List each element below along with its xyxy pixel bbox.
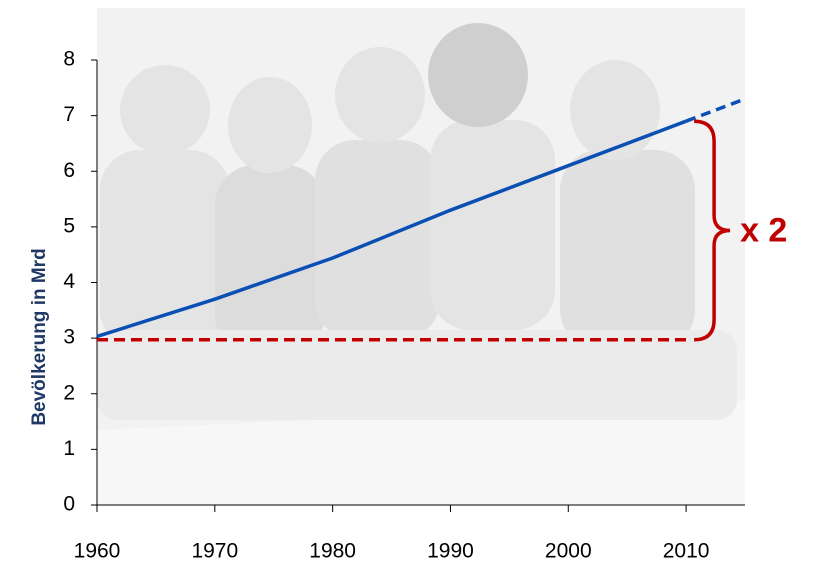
line-series (96, 119, 687, 339)
x-tick-label: 2010 (663, 540, 710, 563)
y-tick-label: 8 (63, 48, 75, 71)
y-tick-label: 0 (63, 493, 75, 516)
x-tick-label: 1990 (427, 540, 474, 563)
x-tick-label: 1970 (191, 540, 238, 563)
y-tick-label: 4 (63, 270, 75, 293)
x-tick-label: 1980 (309, 540, 356, 563)
y-tick-label: 2 (63, 381, 75, 404)
y-axis-label: Bevölkerung in Mrd (29, 248, 50, 425)
y-tick-label: 6 (63, 159, 75, 182)
x-tick-label: 1960 (74, 540, 121, 563)
y-tick-label: 7 (63, 103, 75, 126)
background-photo (97, 8, 745, 505)
y-tick-label: 1 (63, 437, 75, 460)
x-tick-label: 2000 (545, 540, 592, 563)
y-tick-label: 5 (63, 214, 75, 237)
line-series (685, 97, 746, 123)
y-tick-label: 3 (63, 326, 75, 349)
annotation: x 2 (740, 211, 787, 249)
